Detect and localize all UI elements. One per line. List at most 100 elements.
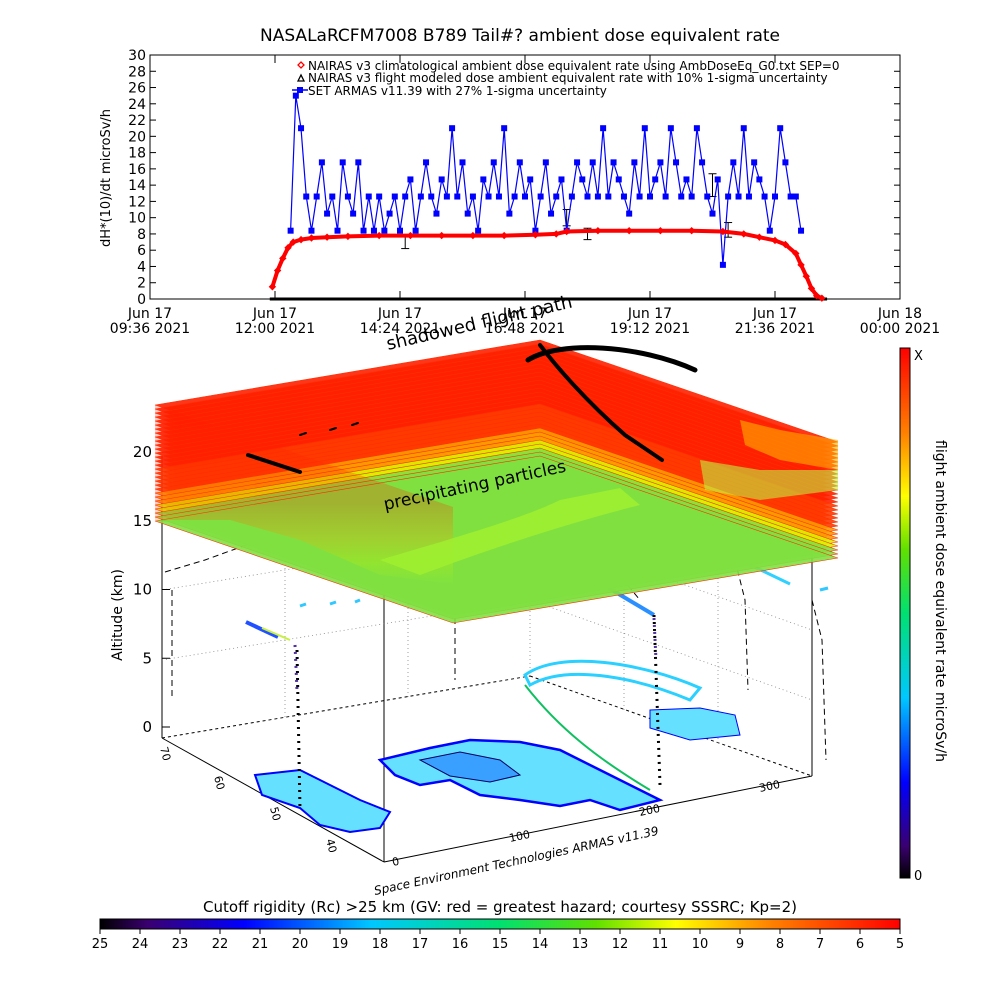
armas-point [402, 193, 409, 200]
lat-tick-60: 60 [211, 774, 227, 791]
armas-point [798, 227, 805, 234]
armas-point [615, 176, 622, 183]
flight-volume-panel: 0 5 10 15 20 Altitude (km) 70 60 50 40 0 100… [110, 292, 948, 898]
map-landmass [253, 659, 741, 834]
cutoff-tick-label: 18 [372, 937, 389, 952]
cutoff-tick-label: 7 [816, 937, 824, 952]
precipitating-particles-slab [154, 339, 839, 624]
armas-series-line [290, 95, 802, 265]
armas-point [699, 159, 706, 166]
armas-point [516, 159, 523, 166]
cutoff-tick-label: 14 [532, 937, 549, 952]
armas-point [480, 176, 487, 183]
y-tick-label: 24 [128, 97, 146, 113]
triangle-marker-icon [296, 73, 306, 82]
slab-green-band [380, 488, 640, 575]
x-tick-label-line1: Jun 17 [127, 306, 172, 322]
slab-front-face [155, 405, 453, 584]
y-axis-label: dH*(10)/dt microSv/h [99, 109, 114, 247]
armas-point [756, 176, 763, 183]
lat-tick-40: 40 [323, 837, 339, 854]
armas-point [303, 193, 310, 200]
cutoff-tick-label: 23 [172, 937, 189, 952]
armas-point [308, 227, 315, 234]
y-tick-label: 22 [128, 113, 146, 129]
armas-point [412, 227, 419, 234]
armas-point [313, 193, 320, 200]
cutoff-tick-label: 6 [856, 937, 864, 952]
armas-point [745, 193, 752, 200]
x-tick-label-line2: 14:24 2021 [360, 321, 440, 337]
armas-point [605, 193, 612, 200]
legend-label: SET ARMAS v11.39 with 27% 1-sigma uncert… [308, 84, 607, 98]
armas-point [792, 193, 799, 200]
legend-label: NAIRAS v3 climatological ambient dose eq… [308, 59, 840, 73]
armas-point [594, 193, 601, 200]
altitude-tick-label: 5 [142, 649, 152, 667]
cutoff-tick-label: 21 [252, 937, 269, 952]
y-tick-label: 12 [128, 194, 146, 210]
armas-point [782, 159, 789, 166]
armas-point [735, 193, 742, 200]
armas-point [641, 125, 648, 132]
altitude-tick-label: 20 [133, 443, 152, 461]
armas-point [553, 193, 560, 200]
armas-point [360, 227, 367, 234]
armas-point [495, 193, 502, 200]
armas-point [667, 125, 674, 132]
x-tick-label-line2: 16:48 2021 [485, 321, 565, 337]
cutoff-colorbar-gradient [99, 918, 901, 930]
armas-point [678, 193, 685, 200]
lat-tick-70: 70 [157, 745, 173, 762]
y-tick-label: 26 [128, 81, 146, 97]
lon-tick-300: 300 [758, 778, 781, 795]
armas-point [376, 193, 383, 200]
x-tick-label-line1: Jun 18 [877, 306, 922, 322]
armas-point [287, 227, 294, 234]
armas-point [548, 210, 555, 217]
cutoff-rigidity-panel: Cutoff rigidity (Rc) >25 km (GV: red = g… [92, 898, 904, 952]
armas-point [626, 210, 633, 217]
armas-point [631, 159, 638, 166]
armas-point [693, 125, 700, 132]
y-tick-label: 6 [137, 243, 146, 259]
nairas-climatological-line [270, 228, 823, 301]
dose-colorbar-top: X [914, 349, 923, 364]
y-tick-label: 2 [137, 276, 146, 292]
armas-point [620, 193, 627, 200]
armas-point [751, 159, 758, 166]
armas-point [292, 92, 299, 99]
armas-point [636, 193, 643, 200]
time-series-panel: NASALaRCFM7008 B789 Tail#? ambient dose … [99, 26, 940, 337]
armas-point [600, 125, 607, 132]
armas-point [532, 227, 539, 234]
y-tick-label: 28 [128, 64, 146, 80]
armas-point [542, 159, 549, 166]
cutoff-tick-label: 20 [292, 937, 309, 952]
cutoff-tick-label: 8 [776, 937, 784, 952]
dose-colorbar-bottom: 0 [914, 869, 922, 884]
armas-point [579, 176, 586, 183]
longitude-axis: 0 100 200 300 [391, 778, 781, 869]
armas-point [772, 193, 778, 200]
armas-point [761, 193, 768, 200]
y-tick-label: 18 [128, 146, 146, 162]
armas-point [537, 193, 544, 200]
flight-vertical-tracks [295, 614, 662, 811]
armas-point [423, 159, 430, 166]
altitude-axis: 0 5 10 15 20 [133, 443, 170, 736]
armas-point [652, 176, 659, 183]
armas-point [485, 193, 492, 200]
armas-point [464, 210, 471, 217]
y-tick-label: 10 [128, 211, 146, 227]
armas-point [329, 193, 336, 200]
armas-point [568, 193, 575, 200]
armas-point [417, 193, 424, 200]
x-tick-label-line1: Jun 17 [752, 306, 797, 322]
armas-point [709, 210, 716, 217]
y-tick-label: 8 [137, 227, 146, 243]
dose-colorbar-label: flight ambient dose equivalent rate micr… [932, 440, 948, 762]
armas-point [647, 193, 653, 200]
armas-point [657, 159, 664, 166]
